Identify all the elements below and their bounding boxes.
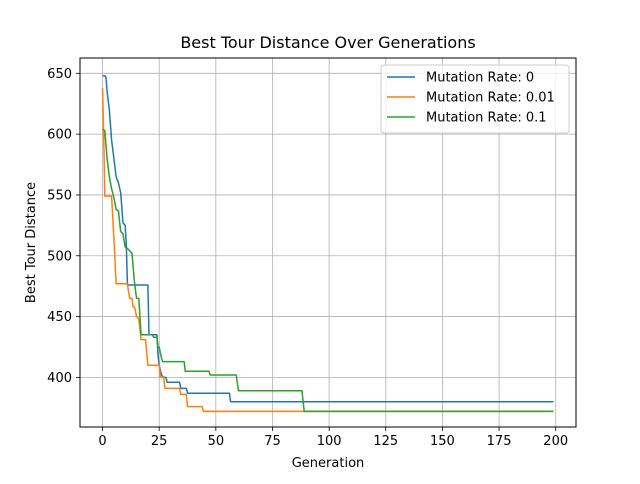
y-axis-title: Best Tour Distance (24, 182, 39, 303)
x-tick-label: 175 (487, 434, 512, 449)
y-tick-label: 400 (47, 371, 72, 386)
legend-label: Mutation Rate: 0 (426, 71, 534, 86)
y-tick-label: 450 (47, 310, 72, 325)
x-tick-label: 25 (151, 434, 168, 449)
legend-label: Mutation Rate: 0.01 (426, 91, 555, 106)
legend-label: Mutation Rate: 0.1 (426, 111, 547, 126)
x-tick-label: 0 (98, 434, 106, 449)
x-tick-label: 125 (373, 434, 398, 449)
x-tick-label: 150 (430, 434, 455, 449)
legend-box (380, 64, 570, 134)
x-axis: 0 25 50 75 100 125 150 175 200 (98, 427, 568, 449)
y-tick-label: 500 (47, 249, 72, 264)
legend: Mutation Rate: 0 Mutation Rate: 0.01 Mutat… (380, 64, 570, 134)
y-tick-label: 600 (47, 128, 72, 143)
series-line-3 (102, 128, 554, 413)
y-tick-label: 550 (47, 188, 72, 203)
x-tick-label: 75 (264, 434, 281, 449)
plot-frame (79, 57, 577, 428)
series-line-1 (102, 75, 554, 403)
x-axis-title: Generation (292, 456, 365, 471)
y-tick-label: 650 (47, 67, 72, 82)
y-axis: 400 450 500 550 600 650 (47, 67, 80, 386)
plot-data-area (101, 75, 554, 413)
x-tick-label: 50 (208, 434, 225, 449)
x-tick-label: 200 (543, 434, 568, 449)
series-line-2 (101, 87, 554, 413)
chart-title: Best Tour Distance Over Generations (180, 33, 475, 52)
x-tick-label: 100 (317, 434, 342, 449)
